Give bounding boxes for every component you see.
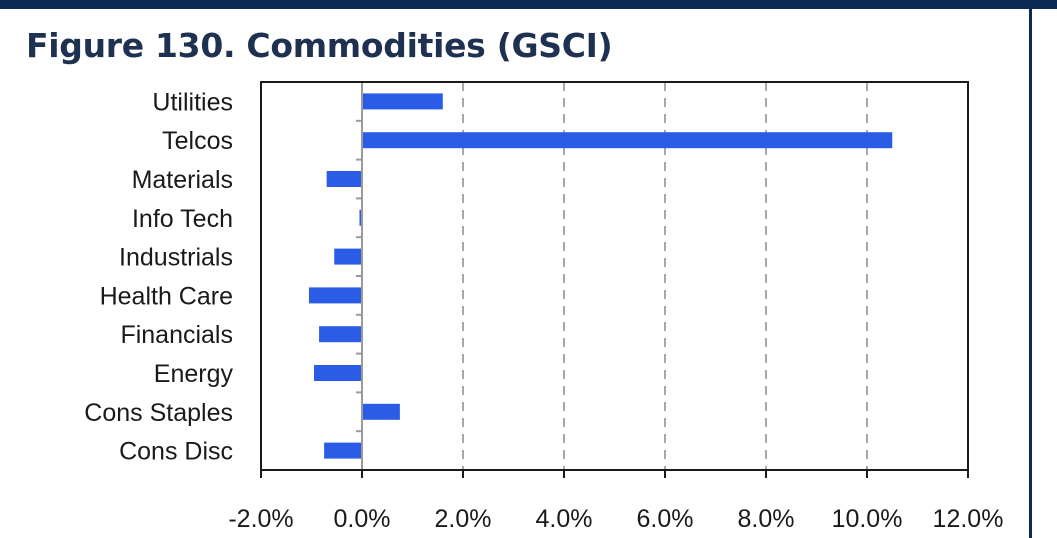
category-label: Cons Disc [119, 438, 233, 466]
category-label: Telcos [162, 127, 233, 155]
category-label: Info Tech [132, 205, 233, 233]
bar [324, 442, 362, 459]
figure-title: Figure 130. Commodities (GSCI) [26, 26, 613, 65]
x-tick-label: 12.0% [933, 505, 1004, 533]
category-label: Cons Staples [84, 399, 233, 427]
plot-frame [260, 81, 969, 471]
bar [334, 248, 362, 265]
category-label: Materials [132, 166, 233, 194]
bar [362, 132, 893, 149]
right-border-rule [1029, 0, 1032, 538]
top-accent-bar [0, 0, 1057, 9]
bar [314, 365, 362, 381]
bar [319, 326, 362, 343]
bar [362, 403, 400, 420]
x-tick-label: -2.0% [228, 505, 293, 533]
category-label: Utilities [152, 88, 233, 116]
category-label: Industrials [119, 244, 233, 272]
category-label: Health Care [100, 282, 233, 310]
x-tick-label: 10.0% [832, 505, 903, 533]
x-tick-label: 0.0% [334, 505, 391, 533]
bar [308, 287, 362, 304]
bar [362, 93, 443, 110]
x-tick-label: 4.0% [536, 505, 593, 533]
bar [359, 209, 362, 226]
bar [326, 171, 362, 187]
category-label: Financials [120, 321, 233, 349]
category-label: Energy [154, 360, 234, 388]
x-tick-label: 2.0% [435, 505, 492, 533]
x-tick-label: 6.0% [637, 505, 694, 533]
x-tick-label: 8.0% [738, 505, 795, 533]
